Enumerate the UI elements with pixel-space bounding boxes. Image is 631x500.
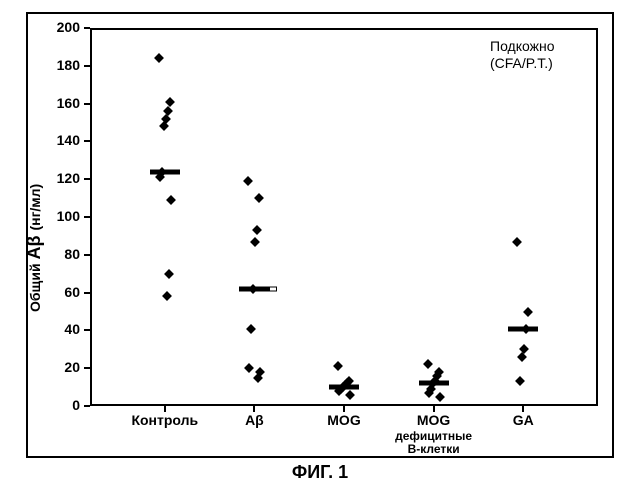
y-tick-label: 160 bbox=[46, 95, 80, 111]
mean-marker bbox=[150, 169, 180, 174]
y-tick-label: 140 bbox=[46, 132, 80, 148]
y-tick-label: 0 bbox=[46, 397, 80, 413]
y-axis-label: Общий Aβ (нг/мл) bbox=[24, 183, 45, 311]
y-tick-label: 80 bbox=[46, 246, 80, 262]
y-tick bbox=[84, 329, 90, 331]
condition-note: Подкожно(CFA/P.T.) bbox=[490, 38, 555, 72]
y-tick bbox=[84, 254, 90, 256]
y-tick-label: 100 bbox=[46, 208, 80, 224]
mean-marker bbox=[329, 385, 359, 390]
y-tick bbox=[84, 27, 90, 29]
mean-marker bbox=[419, 381, 449, 386]
y-tick-label: 120 bbox=[46, 170, 80, 186]
mean-marker bbox=[508, 326, 538, 331]
y-tick-label: 200 bbox=[46, 19, 80, 35]
figure-caption: ФИГ. 1 bbox=[26, 462, 614, 483]
y-tick bbox=[84, 216, 90, 218]
y-tick bbox=[84, 178, 90, 180]
y-tick bbox=[84, 405, 90, 407]
y-tick bbox=[84, 367, 90, 369]
x-tick-sublabel: дефицитныеB-клетки bbox=[379, 430, 489, 456]
y-tick bbox=[84, 103, 90, 105]
y-tick bbox=[84, 65, 90, 67]
x-tick-label: GA bbox=[468, 412, 578, 428]
y-tick bbox=[84, 140, 90, 142]
y-tick-label: 60 bbox=[46, 284, 80, 300]
y-tick-label: 180 bbox=[46, 57, 80, 73]
y-tick-label: 40 bbox=[46, 321, 80, 337]
y-tick-label: 20 bbox=[46, 359, 80, 375]
mean-marker bbox=[239, 286, 269, 291]
y-tick bbox=[84, 292, 90, 294]
mean-marker-box bbox=[269, 286, 277, 291]
